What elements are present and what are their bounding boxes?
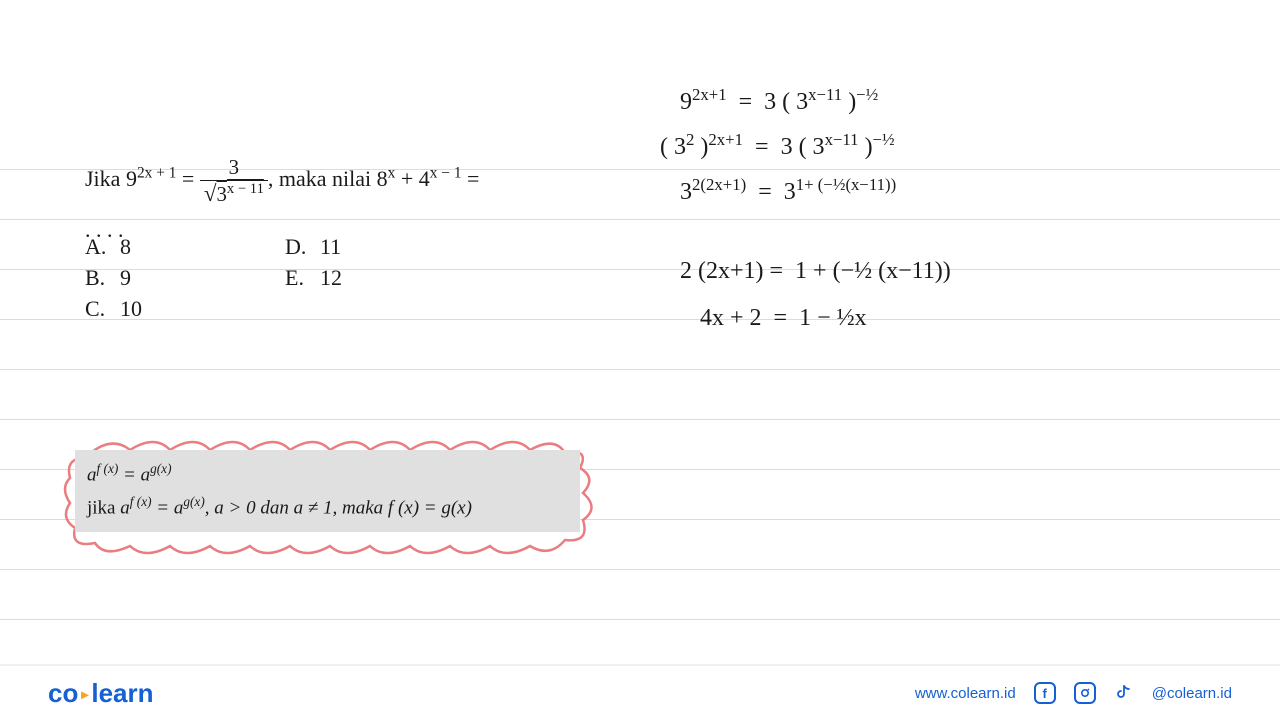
choice-d: D.11 (285, 232, 405, 263)
footer-url: www.colearn.id (915, 685, 1016, 702)
facebook-icon: f (1034, 682, 1056, 704)
choice-c: C.10 (85, 294, 285, 325)
footer: co▸learn www.colearn.id f @colearn.id (0, 664, 1280, 720)
tiktok-icon (1114, 683, 1134, 703)
choice-a: A.8 (85, 232, 285, 263)
answer-choices: A.8 D.11 B.9 E.12 C.10 (85, 232, 405, 324)
choice-b: B.9 (85, 263, 285, 294)
handwriting-line-3: 32(2x+1) = 31+ (−½(x−11)) (680, 175, 896, 206)
formula-line-2: jika af (x) = ag(x), a > 0 dan a ≠ 1, ma… (87, 491, 568, 524)
question-prefix: Jika 9 (85, 166, 137, 191)
choice-e: E.12 (285, 263, 405, 294)
question-exp1: 2x + 1 (137, 165, 176, 182)
handwriting-line-1: 92x+1 = 3 ( 3x−11 )−½ (680, 85, 878, 116)
handwriting-line-2: ( 32 )2x+1 = 3 ( 3x−11 )−½ (660, 130, 895, 161)
question-text: Jika 92x + 1 = 3 √3x − 11 , maka nilai 8… (85, 155, 479, 243)
footer-right: www.colearn.id f @colearn.id (915, 682, 1232, 704)
formula-box: af (x) = ag(x) jika af (x) = ag(x), a > … (75, 450, 580, 532)
formula-line-1: af (x) = ag(x) (87, 458, 568, 491)
question-fraction: 3 √3x − 11 (200, 155, 268, 207)
colearn-logo: co▸learn (48, 678, 154, 709)
handwriting-line-4: 2 (2x+1) = 1 + (−½ (x−11)) (680, 258, 951, 285)
footer-handle: @colearn.id (1152, 685, 1232, 702)
instagram-icon (1074, 682, 1096, 704)
handwriting-line-5: 4x + 2 = 1 − ½x (700, 305, 867, 332)
